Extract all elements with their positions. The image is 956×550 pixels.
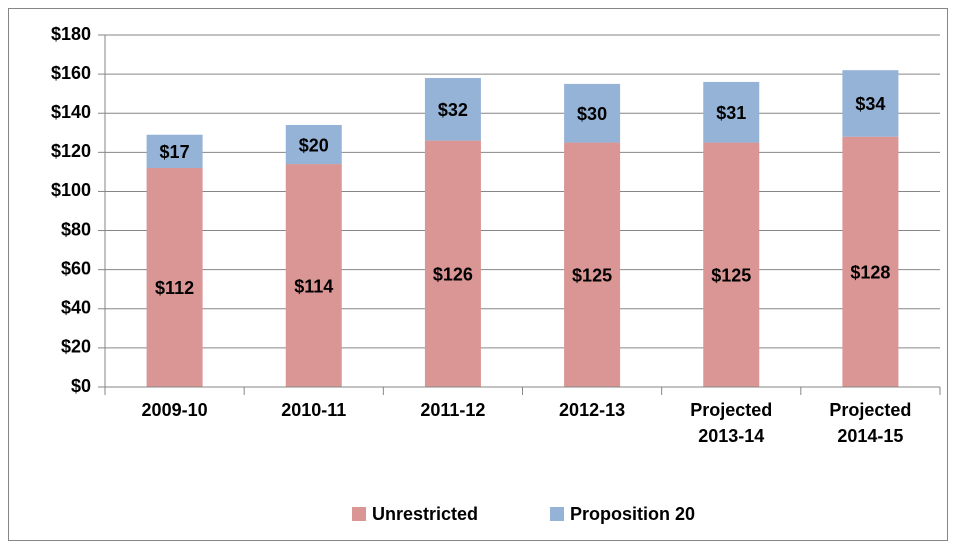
- bar-segment: [564, 83, 621, 143]
- x-tick-label: Projected 2013-14: [690, 400, 773, 446]
- legend-label: Unrestricted: [372, 504, 478, 524]
- x-tick-label: Projected 2014-15: [829, 400, 912, 446]
- bar-segment: [564, 142, 621, 387]
- y-tick-label: $140: [51, 102, 91, 122]
- bar-segment: [285, 164, 342, 387]
- data-label: $125: [572, 266, 612, 286]
- y-tick-label: $100: [51, 180, 91, 200]
- y-tick-label: $0: [71, 376, 91, 396]
- y-tick-label: $120: [51, 141, 91, 161]
- legend-label: Proposition 20: [570, 504, 695, 524]
- y-tick-label: $80: [61, 219, 91, 239]
- data-label: $114: [294, 276, 333, 296]
- data-label: $34: [855, 94, 885, 114]
- data-label: $126: [433, 265, 473, 285]
- y-tick-label: $60: [61, 258, 91, 278]
- bar-segment: [424, 140, 481, 387]
- bar-segment: [703, 81, 760, 143]
- bar-segment: [146, 167, 203, 387]
- data-label: $112: [155, 278, 194, 298]
- bar-segment: [703, 142, 760, 387]
- data-label: $31: [716, 103, 746, 123]
- bar-segment: [424, 78, 481, 141]
- x-tick-label: 2009-10: [141, 400, 208, 420]
- data-label: $125: [711, 266, 751, 286]
- bar-segment: [842, 136, 899, 387]
- x-tick-label: 2011-12: [420, 400, 486, 420]
- y-tick-label: $20: [61, 337, 91, 357]
- data-label: $20: [299, 135, 329, 155]
- y-tick-label: $160: [51, 63, 91, 83]
- data-label: $128: [850, 263, 890, 283]
- bar-segment: [146, 134, 203, 168]
- data-label: $30: [577, 104, 607, 124]
- bar-segment: [842, 70, 899, 137]
- x-tick-label: 2012-13: [559, 400, 626, 420]
- data-label: $17: [160, 142, 190, 162]
- y-tick-label: $180: [51, 24, 91, 44]
- bar-segment: [285, 124, 342, 165]
- y-tick-label: $40: [61, 298, 91, 318]
- x-tick-label: 2010-11: [281, 400, 347, 420]
- legend-swatch: [352, 507, 366, 521]
- data-label: $32: [438, 100, 468, 120]
- legend-swatch: [550, 507, 564, 521]
